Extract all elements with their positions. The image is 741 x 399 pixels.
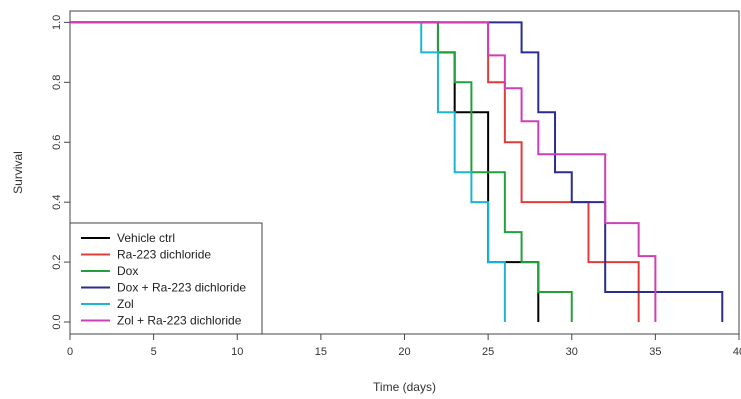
series-line-5 xyxy=(70,21,657,323)
series-line-2 xyxy=(70,21,573,323)
series-line-3 xyxy=(70,21,724,323)
x-axis-title: Time (days) xyxy=(373,380,436,394)
legend-label: Dox + Ra-223 dichloride xyxy=(117,281,246,295)
x-tick-label: 30 xyxy=(566,346,578,358)
x-tick-label: 10 xyxy=(231,346,243,358)
y-tick-label: 0.2 xyxy=(51,254,63,269)
axes-layer: 0 5 10 15 20 25 30 35 40 0.0 0.2 0.4 0.6 0.8 1.0 xyxy=(51,15,741,358)
legend-box xyxy=(69,222,263,335)
legend-label: Zol + Ra-223 dichloride xyxy=(117,314,242,328)
x-tick-label: 20 xyxy=(398,346,410,358)
x-tick-label: 5 xyxy=(151,346,157,358)
legend: Vehicle ctrl Ra-223 dichloride Dox Dox + Ra… xyxy=(69,222,263,335)
x-tick-label: 25 xyxy=(482,346,494,358)
x-tick-label: 35 xyxy=(649,346,661,358)
y-tick-label: 0.0 xyxy=(51,314,63,329)
y-tick-label: 0.8 xyxy=(51,75,63,90)
series-layer xyxy=(70,21,724,323)
legend-label: Dox xyxy=(117,264,138,278)
legend-label: Vehicle ctrl xyxy=(117,231,175,245)
x-tick-label: 15 xyxy=(315,346,327,358)
x-tick-label: 0 xyxy=(67,346,73,358)
legend-label: Zol xyxy=(117,297,134,311)
x-tick-label: 40 xyxy=(733,346,741,358)
y-tick-label: 1.0 xyxy=(51,15,63,30)
y-tick-label: 0.6 xyxy=(51,135,63,150)
series-line-4 xyxy=(70,21,506,323)
y-axis-title: Survival xyxy=(11,151,25,194)
legend-label: Ra-223 dichloride xyxy=(117,248,211,262)
y-tick-label: 0.4 xyxy=(51,195,63,210)
